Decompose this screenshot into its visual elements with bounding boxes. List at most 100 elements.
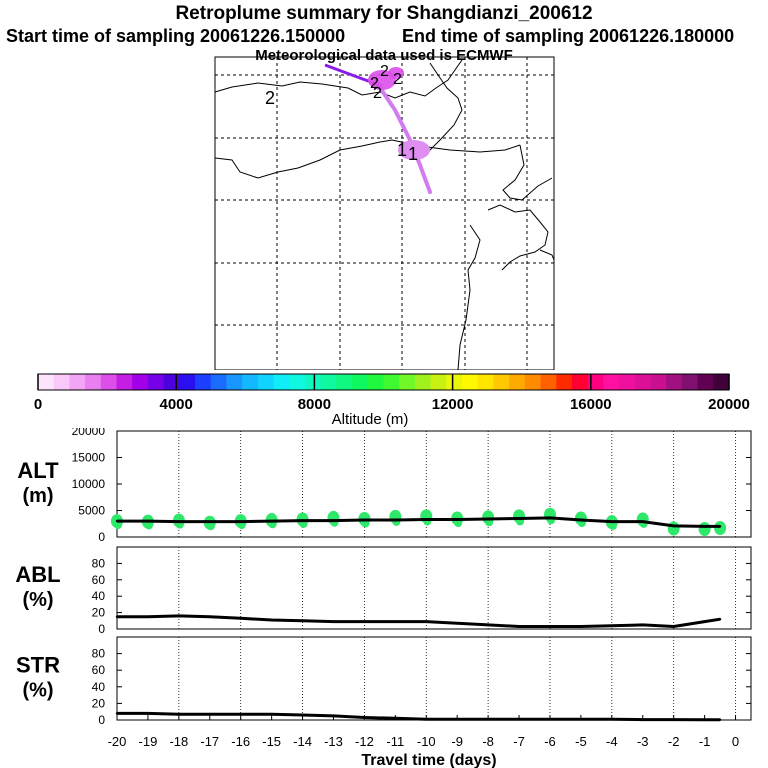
data-point [177, 614, 181, 618]
colorbar-swatch [100, 374, 118, 390]
plume-track-lower [373, 78, 432, 194]
data-point [548, 625, 552, 628]
data-point [641, 520, 644, 523]
x-tick-label: -9 [451, 734, 463, 749]
x-tick-label: -11 [386, 734, 404, 749]
data-point [270, 712, 273, 716]
y-axis-unit: (%) [22, 589, 53, 611]
map-label: 2 [265, 88, 275, 108]
colorbar-swatch [587, 374, 604, 390]
retroplume-map: 2 2 2 2 2 1 1 [214, 56, 555, 370]
series-line [117, 614, 721, 628]
y-tick-label: 80 [92, 556, 106, 570]
data-point [115, 519, 119, 523]
data-point [548, 516, 552, 520]
scatter-point [701, 527, 710, 536]
data-point [208, 615, 211, 618]
colorbar-swatch [509, 374, 526, 390]
colorbar-swatch [462, 374, 479, 390]
data-point [425, 620, 428, 623]
data-point [641, 623, 644, 627]
scatter-point [206, 522, 215, 531]
y-tick-label: 15000 [72, 451, 106, 465]
end-time-label: End time of sampling 20061226.180000 [402, 26, 735, 46]
colorbar-ticks: 0 4000 8000 12000 16000 20000 [34, 374, 750, 413]
colorbar-swatch [493, 374, 510, 390]
data-point [177, 712, 181, 716]
colorbar-swatch [414, 374, 432, 390]
x-axis-label: Travel time (days) [361, 752, 496, 768]
x-tick-label: -12 [355, 734, 374, 749]
colorbar-swatch [38, 374, 55, 390]
colorbar-tick-label: 0 [34, 396, 42, 413]
data-point [455, 518, 459, 521]
colorbar-tick-label: 12000 [432, 396, 474, 413]
y-tick-label: 60 [92, 663, 106, 677]
colorbar-swatch [116, 374, 133, 390]
colorbar-tick-label: 8000 [298, 396, 331, 413]
data-point [486, 623, 490, 627]
data-point [363, 620, 366, 623]
colorbar-tick-label: 20000 [708, 396, 750, 413]
scatter-point [670, 526, 679, 535]
colorbar-swatch [320, 374, 337, 390]
data-point [703, 525, 706, 528]
y-tick-label: 0 [98, 713, 105, 727]
x-tick-label: -4 [606, 734, 618, 749]
colorbar-swatch [195, 374, 212, 390]
map-gridlines [215, 57, 554, 370]
colorbar-swatch [242, 374, 259, 390]
data-point [146, 615, 150, 618]
data-point [425, 518, 428, 521]
y-axis-label: ABL [15, 562, 60, 587]
colorbar-tick-label: 16000 [570, 396, 612, 413]
y-axis-label: ALT [17, 458, 59, 483]
colorbar-swatch [53, 374, 71, 390]
y-tick-label: 0 [98, 622, 105, 636]
x-tick-label: -2 [668, 734, 680, 749]
colorbar-swatch [524, 374, 542, 390]
data-point [270, 618, 273, 622]
colorbar-title: Altitude (m) [332, 411, 409, 428]
data-point [301, 619, 304, 622]
y-axis-unit: (%) [22, 680, 53, 702]
x-tick-label: 0 [732, 734, 739, 749]
scatter-point [144, 521, 153, 530]
panel-frame [116, 546, 752, 630]
met-data-label: Meteorological data used is ECMWF [255, 47, 513, 64]
data-point [703, 620, 706, 623]
y-tick-label: 20 [92, 696, 106, 710]
colorbar-swatch [163, 374, 180, 390]
data-point [455, 622, 459, 625]
colorbar-swatch [681, 374, 699, 390]
data-point [610, 624, 614, 627]
scatter-point [454, 519, 463, 528]
data-point [146, 712, 150, 715]
data-point [177, 520, 181, 523]
plume-blob-south [398, 140, 430, 160]
data-point [332, 519, 335, 522]
colorbar-swatch [556, 374, 573, 390]
data-point [332, 620, 335, 623]
data-point [579, 625, 583, 628]
y-axis-label: STR [16, 653, 60, 678]
x-tick-label: -3 [637, 734, 649, 749]
data-point [301, 519, 304, 522]
colorbar-swatch [273, 374, 290, 390]
x-tick-label: -18 [169, 734, 188, 749]
map-label: 1 [397, 140, 407, 160]
data-point [239, 520, 242, 523]
data-point [579, 518, 583, 522]
y-tick-label: 0 [98, 530, 105, 544]
panel-alt: 0 5000 10000 15000 20000 ALT(m) [17, 428, 752, 544]
colorbar-swatch [257, 374, 275, 390]
colorbar-tick-label: 4000 [160, 396, 193, 413]
data-point [672, 524, 675, 528]
x-tick-label: -19 [139, 734, 158, 749]
colorbar-swatch [634, 374, 652, 390]
colorbar-swatch [383, 374, 400, 390]
map-label: 2 [380, 63, 389, 80]
colorbar-swatch [446, 374, 463, 390]
x-tick-label: -7 [513, 734, 525, 749]
